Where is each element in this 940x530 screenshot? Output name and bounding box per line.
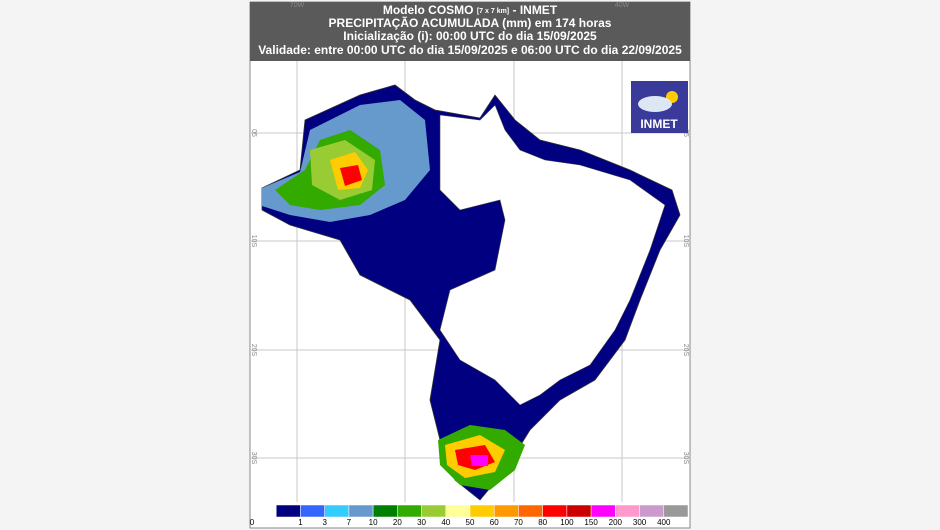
legend-swatch bbox=[348, 504, 374, 518]
legend-label: 60 bbox=[490, 518, 499, 527]
lon-label: 40W bbox=[615, 2, 630, 9]
legend-label: 30 bbox=[417, 518, 426, 527]
header-line4: Validade: entre 00:00 UTC do dia 15/09/2… bbox=[258, 43, 682, 57]
legend-label: 150 bbox=[584, 518, 598, 527]
legend-swatch bbox=[445, 504, 471, 518]
legend-swatch bbox=[615, 504, 640, 518]
legend-label: 80 bbox=[538, 518, 547, 527]
lat-label: 10S bbox=[682, 235, 689, 248]
legend-swatch bbox=[566, 504, 592, 518]
legend-swatch bbox=[324, 504, 350, 518]
legend-swatch bbox=[590, 504, 616, 518]
legend-label: 70 bbox=[514, 518, 523, 527]
model: Modelo COSMO bbox=[383, 3, 474, 17]
header-bar bbox=[250, 2, 690, 61]
legend-label: 400 bbox=[657, 518, 671, 527]
legend-swatch bbox=[469, 504, 495, 518]
legend-swatch bbox=[372, 504, 398, 518]
legend-swatch bbox=[251, 504, 277, 518]
legend-swatch bbox=[639, 504, 665, 518]
lat-label: 20S bbox=[682, 344, 689, 357]
legend-label: 7 bbox=[347, 518, 352, 527]
lat-label: 20S bbox=[250, 344, 257, 357]
legend-swatch bbox=[421, 504, 447, 518]
legend-swatch bbox=[493, 504, 519, 518]
legend-swatch bbox=[542, 504, 568, 518]
legend-swatch bbox=[275, 504, 301, 518]
legend-swatch bbox=[518, 504, 543, 518]
legend-label: 1 bbox=[298, 518, 303, 527]
header-line3: Inicialização (i): 00:00 UTC do dia 15/0… bbox=[343, 29, 597, 43]
lat-label: 05 bbox=[250, 129, 257, 137]
legend-swatch bbox=[663, 504, 689, 518]
source: - INMET bbox=[512, 3, 557, 17]
lon-label: 70W bbox=[290, 2, 305, 9]
legend-swatch bbox=[397, 504, 422, 518]
legend-label: 50 bbox=[466, 518, 475, 527]
lat-label: 30S bbox=[250, 452, 257, 465]
resolution: [7 x 7 km] bbox=[477, 8, 509, 15]
legend: 0 1 3 7 10 20 30 40 50 60 70 80 100 150 200 300 400 bbox=[250, 504, 689, 527]
legend-label: 40 bbox=[441, 518, 450, 527]
lat-label: 05 bbox=[682, 129, 689, 137]
logo-label: INMET bbox=[640, 117, 678, 131]
legend-label: 20 bbox=[393, 518, 402, 527]
lat-label: 10S bbox=[250, 235, 257, 248]
header-line1: Modelo COSMO [7 x 7 km] - INMET bbox=[383, 3, 558, 17]
legend-label: 10 bbox=[369, 518, 378, 527]
logo-cloud bbox=[638, 96, 672, 112]
header-line2: PRECIPITAÇÃO ACUMULADA (mm) em 174 horas bbox=[329, 15, 612, 30]
precipitation-map bbox=[261, 84, 681, 501]
lat-label: 30S bbox=[682, 452, 689, 465]
legend-label: 300 bbox=[633, 518, 647, 527]
lat-labels: 05 05 10S 10S 20S 20S 30S 30S bbox=[250, 129, 689, 464]
legend-swatch bbox=[300, 504, 325, 518]
legend-label: 200 bbox=[609, 518, 623, 527]
legend-label: 0 bbox=[250, 518, 255, 527]
legend-label: 3 bbox=[322, 518, 327, 527]
legend-label: 100 bbox=[560, 518, 574, 527]
